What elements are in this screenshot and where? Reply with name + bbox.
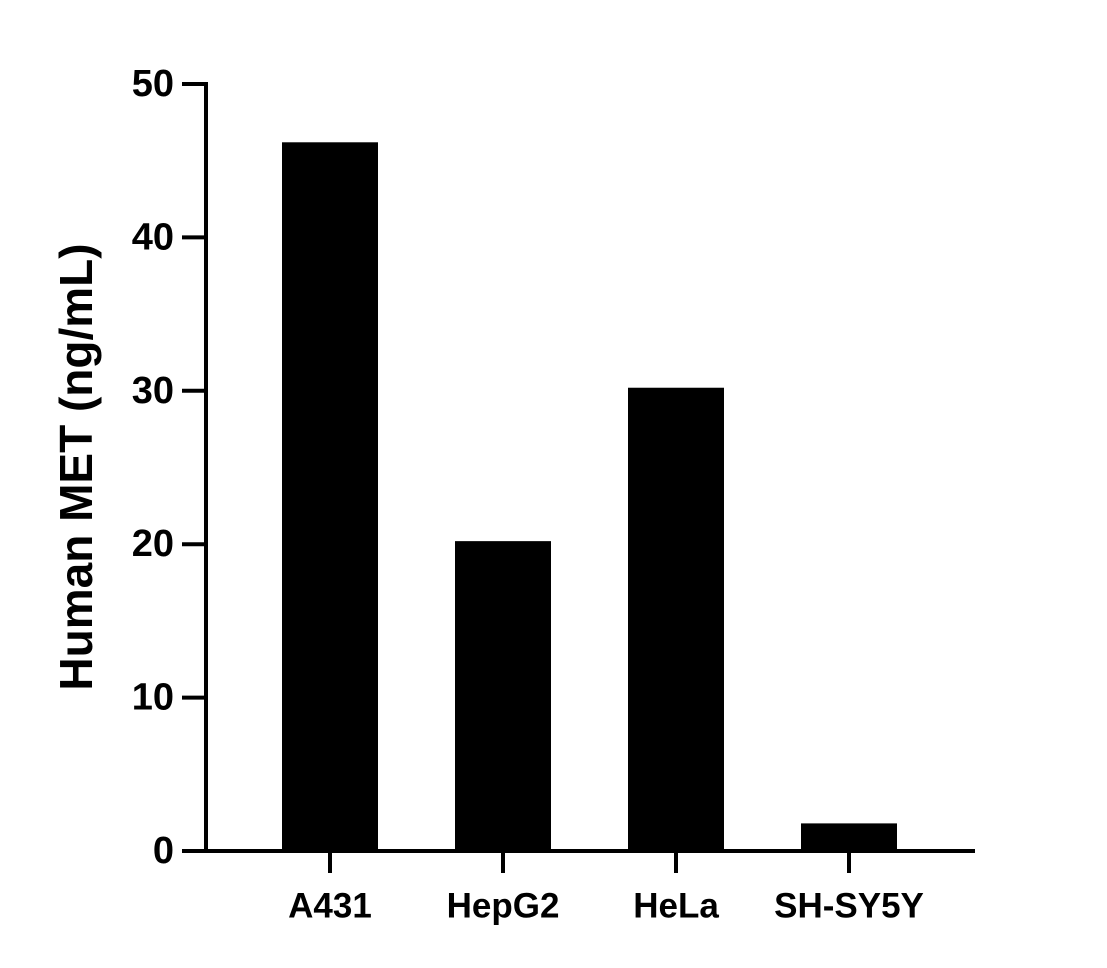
- bar: [455, 541, 551, 851]
- y-tick-label: 50: [132, 63, 174, 105]
- x-tick-label: SH-SY5Y: [774, 886, 924, 925]
- y-tick-label: 30: [132, 370, 174, 412]
- y-tick-label: 20: [132, 523, 174, 565]
- y-tick-label: 10: [132, 677, 174, 719]
- bar: [801, 823, 897, 851]
- x-tick-label: HepG2: [447, 886, 560, 925]
- x-tick-label: A431: [288, 886, 372, 925]
- y-tick-label: 0: [153, 830, 174, 872]
- bar: [628, 387, 724, 851]
- x-tick-label: HeLa: [633, 886, 719, 925]
- y-tick-label: 40: [132, 216, 174, 258]
- bar: [282, 142, 378, 852]
- y-axis-label: Human MET (ng/mL): [50, 243, 102, 690]
